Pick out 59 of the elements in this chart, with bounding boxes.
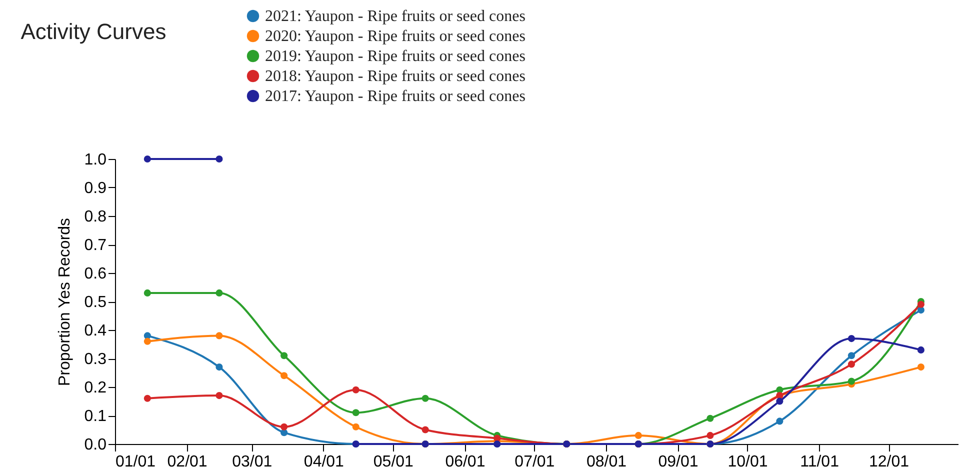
point bbox=[706, 414, 714, 422]
y-tick-label: 0.4 bbox=[84, 322, 107, 340]
y-tick-label: 0.6 bbox=[84, 266, 107, 282]
x-tick-label: 02/01 bbox=[167, 454, 208, 470]
point bbox=[144, 338, 151, 345]
legend-label: 2017: Yaupon - Ripe fruits or seed cones bbox=[265, 88, 526, 105]
point bbox=[280, 352, 288, 360]
point bbox=[848, 378, 856, 385]
x-tick-label: 03/01 bbox=[232, 454, 272, 470]
point bbox=[422, 426, 429, 434]
x-tick-label: 10/01 bbox=[728, 454, 768, 470]
x-tick-label: 05/01 bbox=[373, 454, 414, 470]
point bbox=[144, 394, 151, 402]
y-axis-title: Proportion Yes Records bbox=[56, 218, 74, 386]
point bbox=[706, 432, 714, 439]
point bbox=[848, 360, 856, 368]
point bbox=[917, 346, 924, 354]
y-tick-label: 0.1 bbox=[84, 408, 107, 425]
point bbox=[776, 418, 784, 425]
x-tick-label: 12/01 bbox=[869, 454, 910, 470]
legend-label: 2018: Yaupon - Ripe fruits or seed cones bbox=[265, 68, 526, 85]
point bbox=[144, 289, 151, 296]
y-tick-label: 0.8 bbox=[84, 208, 107, 226]
legend-label: 2019: Yaupon - Ripe fruits or seed cones bbox=[265, 48, 526, 65]
point bbox=[776, 398, 784, 405]
point bbox=[216, 392, 223, 400]
point bbox=[216, 155, 223, 163]
legend-label: 2020: Yaupon - Ripe fruits or seed cones bbox=[265, 28, 526, 45]
point bbox=[216, 364, 223, 371]
y-tick-label: 1.0 bbox=[84, 152, 107, 168]
x-tick-label: 06/01 bbox=[445, 454, 486, 470]
x-tick-label: 11/01 bbox=[800, 454, 840, 470]
legend-label: 2021: Yaupon - Ripe fruits or seed cones bbox=[265, 8, 526, 25]
y-tick-label: 0.2 bbox=[84, 380, 107, 396]
point bbox=[917, 300, 924, 308]
point bbox=[216, 289, 223, 296]
point bbox=[352, 423, 360, 430]
point bbox=[848, 352, 856, 360]
x-tick-label: 04/01 bbox=[304, 454, 344, 470]
point bbox=[352, 386, 360, 394]
y-tick-label: 0.7 bbox=[84, 237, 107, 254]
x-tick-label: 08/01 bbox=[586, 454, 627, 470]
point bbox=[352, 409, 360, 416]
point bbox=[634, 432, 642, 439]
y-tick-label: 0.0 bbox=[84, 436, 107, 454]
point bbox=[216, 332, 223, 340]
y-tick-label: 0.9 bbox=[84, 180, 107, 197]
y-tick-label: 0.3 bbox=[84, 351, 107, 368]
x-tick-label: 07/01 bbox=[514, 454, 555, 470]
point bbox=[422, 394, 429, 402]
x-tick-label: 09/01 bbox=[658, 454, 698, 470]
y-tick-label: 0.5 bbox=[84, 294, 107, 311]
point bbox=[280, 372, 288, 380]
x-tick-label: 01/01 bbox=[116, 454, 156, 470]
point bbox=[280, 423, 288, 430]
chart-title: Activity Curves bbox=[20, 19, 166, 44]
point bbox=[917, 364, 924, 371]
point bbox=[144, 155, 151, 163]
point bbox=[848, 335, 856, 342]
